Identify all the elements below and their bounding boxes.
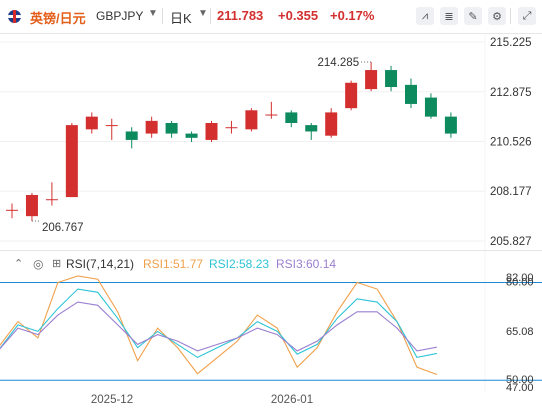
- chart-type-icon[interactable]: ⩘: [416, 7, 434, 25]
- candle-body: [145, 120, 158, 134]
- rsi-axis-label: 50.00: [506, 374, 534, 386]
- header-divider: [0, 33, 542, 34]
- divider: [162, 8, 163, 24]
- divider: [510, 8, 511, 24]
- rsi-legend: ⌃ ◎ ⊞ RSI(7,14,21) RSI1:51.77 RSI2:58.23…: [0, 254, 542, 274]
- candle-body: [125, 131, 138, 140]
- price-axis-label: 205.827: [490, 236, 532, 248]
- rsi3-value: RSI3:60.14: [276, 257, 337, 271]
- candle-body: [265, 114, 278, 116]
- rsi3-line: [0, 301, 438, 352]
- divider: [210, 8, 211, 24]
- candle-body: [105, 125, 118, 127]
- chart-header: 英镑/日元 GBPJPY ▼ 日K ▼ 211.783 +0.355 +0.17…: [0, 0, 542, 32]
- candle-body: [245, 110, 258, 130]
- candle-body: [385, 70, 398, 87]
- candle-body: [185, 133, 198, 138]
- candle-body: [225, 127, 238, 129]
- period-selector[interactable]: 日K: [170, 11, 192, 26]
- price-axis-label: 215.225: [490, 37, 532, 49]
- candle-body: [424, 97, 437, 117]
- candle-body: [285, 112, 298, 123]
- price-axis-label: 212.875: [490, 87, 532, 99]
- indicator-settings-icon[interactable]: ⊞: [52, 258, 62, 270]
- candle-body: [325, 112, 338, 136]
- chevron-down-icon[interactable]: ▼: [198, 8, 208, 19]
- settings-icon[interactable]: ⚙: [488, 7, 506, 25]
- eye-icon[interactable]: ◎: [33, 257, 44, 271]
- candle-body: [405, 84, 417, 104]
- candle-body: [25, 194, 38, 217]
- price-axis-label: 210.526: [490, 137, 532, 149]
- candle-body: [6, 209, 18, 211]
- uk-flag-icon: [8, 10, 21, 23]
- rsi1-line: [0, 275, 438, 375]
- high-annotation: 214.285: [318, 57, 360, 69]
- indicator-icon[interactable]: ≣: [440, 7, 458, 25]
- candle-body: [305, 125, 318, 132]
- candle-body: [345, 82, 358, 109]
- rsi-axis-label: 82.00: [506, 272, 534, 284]
- candle-body: [205, 122, 218, 140]
- rsi-axis-label: 65.08: [506, 326, 534, 338]
- rsi-title: RSI(7,14,21): [66, 257, 135, 271]
- candle-body: [165, 122, 178, 134]
- rsi1-value: RSI1:51.77: [143, 257, 204, 271]
- candle-body: [45, 199, 58, 201]
- candle-body: [365, 70, 378, 90]
- symbol-code[interactable]: GBPJPY: [96, 9, 144, 23]
- collapse-icon[interactable]: ⌃: [14, 258, 24, 270]
- price-change-percent: +0.17%: [330, 8, 375, 23]
- rsi2-value: RSI2:58.23: [209, 257, 270, 271]
- time-axis-label: 2026-01: [271, 394, 313, 406]
- candle-body: [65, 125, 78, 198]
- rsi2-line: [0, 288, 438, 359]
- candle-body: [444, 116, 457, 134]
- draw-icon[interactable]: ✎: [464, 7, 482, 25]
- time-axis-label: 2025-12: [91, 394, 133, 406]
- candle-body: [85, 116, 98, 130]
- rsi-axis-label: 80.00: [506, 277, 534, 289]
- fullscreen-icon[interactable]: ⤢: [518, 7, 536, 25]
- pair-title[interactable]: 英镑/日元: [30, 11, 86, 26]
- last-price: 211.783: [217, 8, 264, 23]
- price-change: +0.355: [278, 8, 319, 23]
- rsi-axis-label: 47.00: [506, 382, 534, 394]
- low-annotation: 206.767: [42, 222, 84, 234]
- chevron-down-icon[interactable]: ▼: [148, 8, 158, 19]
- panel-divider: [0, 250, 542, 251]
- price-axis-label: 208.177: [490, 186, 532, 198]
